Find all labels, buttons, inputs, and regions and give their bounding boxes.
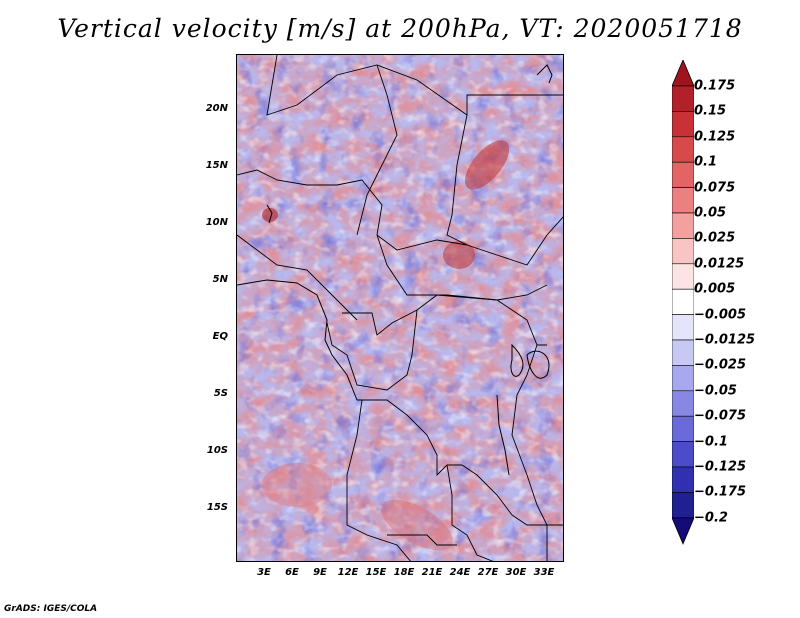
velocity-field-map: [237, 55, 563, 561]
colorbar-box: [672, 187, 694, 214]
colorbar-level-label: −0.05: [694, 383, 737, 399]
colorbar-level-label: −0.0125: [694, 332, 756, 348]
colorbar-box: [672, 136, 694, 163]
country-borders: [237, 55, 563, 561]
colorbar-level-label: 0.1: [694, 154, 718, 170]
colorbar-level-label: 0.05: [694, 205, 727, 221]
colorbar-box: [672, 466, 694, 493]
colorbar-bottom-triangle: [672, 517, 694, 545]
colorbar-box: [672, 390, 694, 417]
lon-label-33e: 33E: [533, 567, 555, 578]
colorbar-level-label: 0.025: [694, 230, 736, 246]
lon-label-9e: 9E: [313, 567, 327, 578]
colorbar-box: [672, 314, 694, 341]
colorbar-box: [672, 415, 694, 442]
lon-label-12e: 12E: [337, 567, 359, 578]
colorbar-box: [672, 111, 694, 138]
lat-label-15s: 15S: [206, 502, 228, 513]
grads-credit: GrADS: IGES/COLA: [4, 604, 98, 614]
colorbar-level-label: 0.175: [694, 78, 736, 94]
colorbar-box: [672, 365, 694, 392]
lat-label-20n: 20N: [205, 103, 228, 114]
lat-label-10s: 10S: [206, 445, 228, 456]
colorbar-top-triangle: [672, 60, 694, 87]
lat-label-eq: EQ: [212, 331, 228, 342]
colorbar-level-label: 0.075: [694, 180, 736, 196]
lat-label-15n: 15N: [205, 160, 228, 171]
strong-updraft-patches: [262, 140, 510, 551]
colorbar-level-label: −0.1: [694, 434, 728, 450]
lon-label-15e: 15E: [365, 567, 387, 578]
lon-label-27e: 27E: [477, 567, 499, 578]
lon-label-6e: 6E: [285, 567, 299, 578]
colorbar-box: [672, 339, 694, 366]
colorbar-level-label: −0.025: [694, 357, 747, 373]
lon-label-24e: 24E: [449, 567, 471, 578]
colorbar: [672, 60, 694, 545]
map-plot-area: [236, 54, 564, 562]
lon-label-18e: 18E: [393, 567, 415, 578]
coastline-and-lakes: [237, 64, 553, 476]
colorbar-box: [672, 85, 694, 112]
colorbar-level-label: 0.005: [694, 281, 736, 297]
colorbar-level-label: 0.15: [694, 103, 727, 119]
colorbar-level-label: −0.175: [694, 484, 747, 500]
colorbar-level-label: 0.125: [694, 129, 736, 145]
map-title: Vertical velocity [m/s] at 200hPa, VT: 2…: [57, 14, 743, 43]
lon-label-30e: 30E: [505, 567, 527, 578]
colorbar-box: [672, 212, 694, 239]
colorbar-box: [672, 288, 694, 315]
colorbar-box: [672, 238, 694, 265]
lon-label-21e: 21E: [421, 567, 443, 578]
colorbar-level-label: −0.125: [694, 459, 747, 475]
colorbar-box: [672, 263, 694, 290]
colorbar-box: [672, 492, 694, 519]
colorbar-box: [672, 161, 694, 188]
lat-label-5s: 5S: [213, 388, 228, 399]
lat-label-5n: 5N: [212, 274, 228, 285]
colorbar-level-label: 0.0125: [694, 256, 745, 272]
lon-label-3e: 3E: [257, 567, 271, 578]
colorbar-box: [672, 441, 694, 468]
colorbar-level-label: −0.075: [694, 408, 747, 424]
lat-label-10n: 10N: [205, 217, 228, 228]
colorbar-level-label: −0.2: [694, 510, 728, 526]
colorbar-level-label: −0.005: [694, 307, 747, 323]
